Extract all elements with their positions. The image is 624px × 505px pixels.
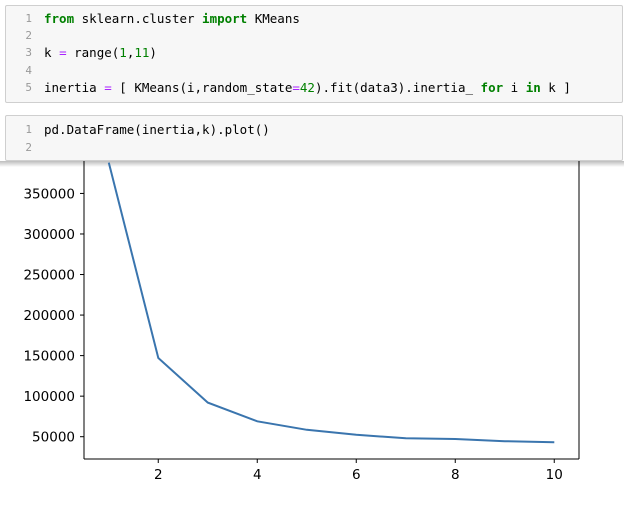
code-token: pd.DataFrame(inertia,k).plot() [44, 122, 270, 137]
x-tick-label: 8 [451, 467, 460, 483]
code-token: 42 [299, 80, 315, 95]
code-token: inertia [44, 80, 105, 95]
code-token: ) [149, 45, 157, 60]
code-token: = [292, 80, 300, 95]
code-token: sklearn.cluster [74, 11, 203, 26]
line-number: 1 [25, 123, 32, 136]
y-tick-label: 150000 [23, 349, 75, 365]
line-number: 5 [25, 81, 32, 94]
code-token: k [44, 45, 60, 60]
code-token: = [104, 80, 112, 95]
y-tick-label: 100000 [23, 389, 75, 405]
y-tick-label: 50000 [32, 430, 75, 446]
code-token: 11 [134, 45, 150, 60]
y-tick-label: 200000 [23, 308, 75, 324]
inertia-series-line [107, 162, 555, 444]
line-number: 3 [25, 46, 32, 59]
code-cell-2[interactable]: 1 pd.DataFrame(inertia,k).plot() 2 [5, 115, 623, 161]
code-token: from [44, 11, 75, 26]
code-token: = [59, 45, 67, 60]
line-number: 2 [25, 29, 32, 42]
y-tick-label: 250000 [23, 268, 75, 284]
code-token: KMeans [247, 11, 300, 26]
code-token: 1 [119, 45, 127, 60]
x-tick-label: 10 [546, 467, 563, 483]
code-token: [ KMeans(i,random_state [111, 80, 293, 95]
x-tick-label: 4 [253, 467, 262, 483]
y-tick-label: 350000 [23, 186, 75, 202]
line-number: 2 [25, 141, 32, 154]
code-token: for [480, 80, 504, 95]
output-plot: 50000 100000 150000 200000 250000 300000 35000… [0, 161, 624, 501]
code-text: pd.DataFrame(inertia,k).plot() [44, 122, 270, 138]
code-text: from sklearn.cluster import KMeans [44, 11, 300, 27]
code-token: range( [66, 45, 120, 60]
x-tick-label: 2 [154, 467, 163, 483]
code-token: ).fit(data3).inertia_ [314, 80, 481, 95]
output-divider [0, 161, 624, 167]
code-token: in [525, 80, 541, 95]
code-text: inertia = [ KMeans(i,random_state=42).fi… [44, 80, 571, 96]
x-tick-label: 6 [352, 467, 361, 483]
y-tick-label: 300000 [23, 227, 75, 243]
line-chart: 50000 100000 150000 200000 250000 300000 35000… [23, 161, 580, 483]
code-token: , [126, 45, 135, 60]
code-text: k = range(1,11) [44, 45, 157, 61]
line-number: 4 [25, 64, 32, 77]
code-token: i [503, 80, 526, 95]
line-number: 1 [25, 12, 32, 25]
code-token: import [202, 11, 248, 26]
code-token: k ] [540, 80, 571, 95]
